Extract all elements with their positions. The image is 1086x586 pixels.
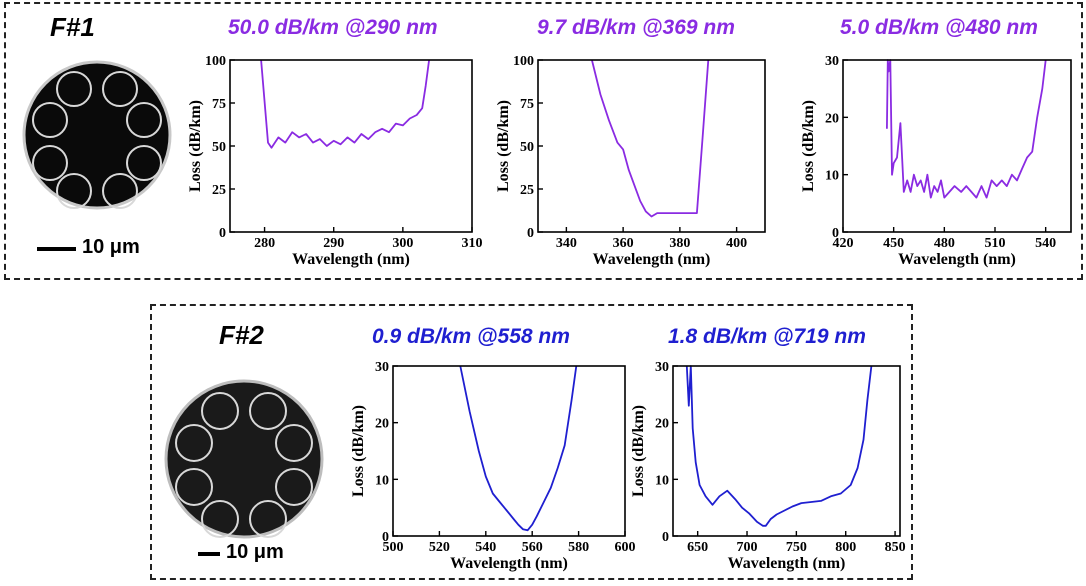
loss-chart-480nm: 420 450 480 510 540 0 10 20 30 Wavelength (nm) Los… xyxy=(800,54,1072,268)
loss-chart-290nm: 280 290 300 310 0 25 50 75 100 Wavelength (nm) Los… xyxy=(187,54,483,268)
x-axis-label: Wavelength (nm) xyxy=(292,251,410,268)
x-tick-label: 700 xyxy=(737,540,758,555)
y-axis-label: Loss (dB/km) xyxy=(350,405,367,497)
chart-title-1: 50.0 dB/km @290 nm xyxy=(228,16,438,39)
y-tick-label: 100 xyxy=(205,54,226,69)
x-tick-label: 540 xyxy=(1035,236,1056,251)
plot-frame xyxy=(229,59,473,233)
series-line xyxy=(886,59,1047,199)
x-axis-label: Wavelength (nm) xyxy=(450,555,568,572)
plot-frame xyxy=(672,365,901,537)
x-tick-label: 480 xyxy=(934,236,955,251)
x-tick-label: 500 xyxy=(383,540,404,555)
y-tick-label: 0 xyxy=(527,226,534,241)
x-tick-label: 540 xyxy=(475,540,496,555)
chart-title-5: 1.8 dB/km @719 nm xyxy=(668,325,866,348)
x-tick-label: 750 xyxy=(786,540,807,555)
scale-bar-f1 xyxy=(37,247,76,251)
panel-f2-frame xyxy=(150,304,913,580)
y-tick-label: 75 xyxy=(520,97,534,112)
y-tick-label: 0 xyxy=(382,530,389,545)
y-tick-label: 100 xyxy=(513,54,534,69)
x-tick-label: 280 xyxy=(254,236,275,251)
y-tick-label: 25 xyxy=(212,183,226,198)
capillary-rings xyxy=(175,392,313,538)
x-axis-label: Wavelength (nm) xyxy=(728,555,846,572)
plot-frame xyxy=(537,59,766,233)
x-tick-label: 560 xyxy=(522,540,543,555)
series-line xyxy=(591,59,710,218)
series-line xyxy=(260,59,430,149)
y-tick-label: 20 xyxy=(825,111,839,126)
y-tick-label: 25 xyxy=(520,183,534,198)
loss-chart-369nm: 340 360 380 400 0 25 50 75 100 Wavelength (nm) Los… xyxy=(495,54,766,268)
y-axis-label: Loss (dB/km) xyxy=(800,100,817,192)
scale-bar-f2 xyxy=(198,552,220,556)
x-tick-label: 300 xyxy=(392,236,413,251)
fiber-label-f1: F#1 xyxy=(50,12,95,42)
fiber-cross-section-f1 xyxy=(22,60,172,210)
loss-chart-719nm: 650 700 750 800 850 0 10 20 30 Wavelength (nm) Los… xyxy=(630,360,906,572)
fiber-label-f2: F#2 xyxy=(219,320,264,350)
y-tick-label: 20 xyxy=(375,417,389,432)
x-tick-label: 420 xyxy=(833,236,854,251)
y-tick-label: 0 xyxy=(219,226,226,241)
plot-frame xyxy=(842,59,1072,233)
y-tick-label: 30 xyxy=(825,54,839,69)
y-axis-label: Loss (dB/km) xyxy=(495,100,512,192)
fiber-cross-section-f2 xyxy=(164,379,324,539)
y-tick-label: 20 xyxy=(655,417,669,432)
x-tick-label: 340 xyxy=(556,236,577,251)
scale-label-f2: 10 μm xyxy=(226,541,284,563)
y-tick-label: 75 xyxy=(212,97,226,112)
x-axis-label: Wavelength (nm) xyxy=(898,251,1016,268)
x-axis-label: Wavelength (nm) xyxy=(593,251,711,268)
y-tick-label: 0 xyxy=(662,530,669,545)
x-tick-label: 360 xyxy=(613,236,634,251)
y-tick-label: 50 xyxy=(520,140,534,155)
series-line xyxy=(459,365,578,532)
y-tick-label: 10 xyxy=(655,473,669,488)
loss-chart-558nm: 500 520 540 560 580 600 0 10 20 30 Wavelength (nm)… xyxy=(350,360,636,572)
x-tick-label: 520 xyxy=(429,540,450,555)
x-tick-label: 800 xyxy=(835,540,856,555)
x-tick-label: 290 xyxy=(323,236,344,251)
series-line xyxy=(685,365,873,527)
y-tick-label: 30 xyxy=(655,360,669,375)
y-tick-label: 0 xyxy=(832,226,839,241)
x-tick-label: 510 xyxy=(985,236,1006,251)
y-tick-label: 10 xyxy=(375,473,389,488)
x-tick-label: 580 xyxy=(568,540,589,555)
x-tick-label: 400 xyxy=(726,236,747,251)
x-tick-label: 850 xyxy=(885,540,906,555)
y-axis-label: Loss (dB/km) xyxy=(187,100,204,192)
chart-title-4: 0.9 dB/km @558 nm xyxy=(372,325,570,348)
x-tick-label: 450 xyxy=(883,236,904,251)
y-tick-label: 30 xyxy=(375,360,389,375)
panel-f1-frame xyxy=(4,2,1083,280)
scale-label-f1: 10 μm xyxy=(82,236,140,258)
capillary-rings xyxy=(32,71,162,209)
chart-title-2: 9.7 dB/km @369 nm xyxy=(537,16,735,39)
y-axis-label: Loss (dB/km) xyxy=(630,405,647,497)
chart-title-3: 5.0 dB/km @480 nm xyxy=(840,16,1038,39)
x-tick-label: 600 xyxy=(615,540,636,555)
y-tick-label: 50 xyxy=(212,140,226,155)
x-tick-label: 310 xyxy=(462,236,483,251)
y-tick-label: 10 xyxy=(825,169,839,184)
plot-frame xyxy=(392,365,626,537)
x-tick-label: 650 xyxy=(687,540,708,555)
x-tick-label: 380 xyxy=(669,236,690,251)
